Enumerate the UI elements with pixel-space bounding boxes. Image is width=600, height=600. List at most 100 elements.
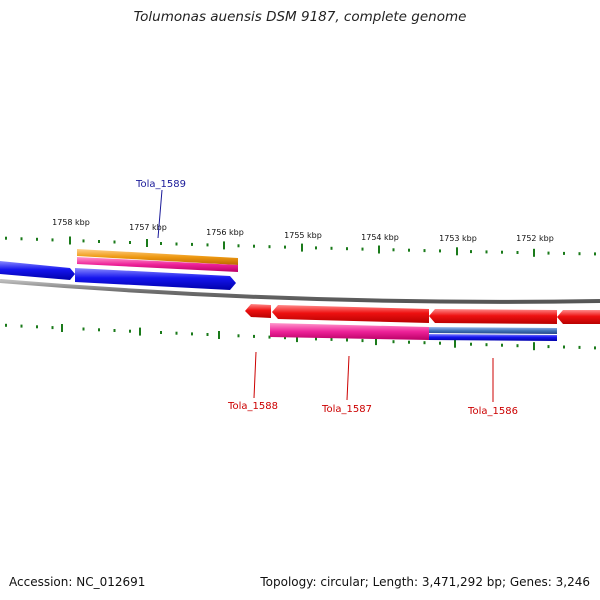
tick-minor — [501, 343, 503, 347]
leader-line — [253, 351, 257, 399]
tick-minor — [160, 242, 162, 245]
forward-strand-features — [0, 249, 238, 290]
tick-minor — [594, 346, 596, 350]
tick-minor — [563, 345, 565, 349]
tick-major — [146, 239, 148, 247]
tick-minor — [392, 248, 395, 252]
lower-tick-track — [5, 323, 596, 351]
tick-major — [533, 248, 535, 257]
tick-minor — [98, 328, 100, 332]
tick-minor — [237, 244, 240, 248]
tick-minor — [439, 341, 441, 345]
tick-minor — [361, 247, 364, 251]
tick-minor — [516, 251, 519, 254]
gene-tola-1589-arrow[interactable] — [75, 268, 236, 290]
tick-minor — [547, 345, 550, 349]
tick-minor — [284, 336, 286, 340]
tick-minor — [330, 337, 333, 341]
tick-minor — [392, 340, 395, 344]
gene-label-lower[interactable]: Tola_1586 — [467, 406, 518, 417]
tick-minor — [268, 245, 271, 249]
gene-tola-1588-arrow[interactable] — [245, 304, 271, 318]
tick-major — [139, 327, 141, 336]
tick-minor — [253, 244, 255, 248]
kbp-label: 1754 kbp — [361, 233, 399, 242]
gene-tola-1586-arrow[interactable] — [429, 309, 557, 324]
gene-tola-1587-mrna-pink[interactable] — [270, 323, 429, 340]
tick-minor — [501, 250, 503, 254]
tick-major — [218, 331, 220, 339]
gene-tola-1586-cds-blue[interactable] — [429, 334, 557, 341]
tick-minor — [206, 243, 209, 247]
gene-labels: Tola_1589 Tola_1588 Tola_1587 Tola_1586 — [135, 179, 518, 417]
gene-label-lower[interactable]: Tola_1588 — [227, 401, 278, 412]
tick-minor — [175, 331, 178, 335]
gene-label-upper[interactable]: Tola_1589 — [135, 179, 186, 190]
tick-minor — [594, 252, 596, 256]
tick-minor — [423, 341, 426, 345]
tick-minor — [346, 338, 348, 342]
gene-label-leaders — [157, 189, 494, 402]
tick-minor — [346, 247, 348, 251]
tick-minor — [268, 335, 271, 339]
gene-arrow-blue-left[interactable] — [0, 261, 75, 280]
tick-minor — [51, 238, 54, 242]
upper-tick-track — [5, 236, 596, 257]
kbp-label: 1752 kbp — [516, 234, 554, 243]
tick-minor — [20, 324, 23, 328]
tick-minor — [175, 242, 178, 246]
tick-major — [296, 334, 298, 343]
kbp-label: 1758 kbp — [52, 218, 90, 227]
tick-minor — [578, 252, 581, 256]
gene-tola-1587-arrow[interactable] — [272, 305, 429, 323]
tick-minor — [129, 241, 131, 244]
tick-minor — [160, 331, 162, 334]
tick-minor — [361, 339, 364, 343]
tick-minor — [98, 240, 100, 243]
tick-major — [454, 339, 456, 348]
tick-minor — [563, 251, 565, 255]
tick-minor — [315, 246, 317, 250]
tick-minor — [485, 343, 488, 347]
tick-minor — [51, 326, 54, 330]
leader-line — [346, 355, 350, 401]
tick-major — [375, 337, 377, 346]
tick-minor — [113, 240, 116, 244]
tick-minor — [423, 249, 426, 253]
tick-major — [69, 236, 71, 245]
tick-minor — [516, 344, 519, 348]
kbp-label: 1756 kbp — [206, 228, 244, 237]
tick-minor — [5, 236, 7, 240]
gene-label-lower[interactable]: Tola_1587 — [321, 404, 372, 415]
tick-minor — [191, 242, 193, 246]
gene-arrow-red-right[interactable] — [557, 310, 600, 324]
page-title: Tolumonas auensis DSM 9187, complete gen… — [133, 9, 467, 25]
kbp-label: 1753 kbp — [439, 234, 477, 243]
kbp-label: 1755 kbp — [284, 231, 322, 240]
tick-major — [533, 342, 535, 351]
genome-info-text: Topology: circular; Length: 3,471,292 bp… — [260, 575, 590, 589]
tick-minor — [5, 323, 7, 327]
tick-minor — [20, 237, 23, 241]
tick-major — [223, 241, 225, 250]
tick-minor — [129, 329, 131, 333]
tick-minor — [485, 250, 488, 254]
tick-minor — [82, 327, 85, 331]
tick-major — [301, 243, 303, 252]
tick-minor — [408, 248, 410, 252]
tick-minor — [284, 245, 286, 249]
tick-minor — [253, 334, 255, 338]
tick-minor — [36, 237, 38, 241]
genome-backbone — [0, 279, 600, 304]
tick-minor — [439, 249, 441, 253]
gene-tola-1586-mrna-steel[interactable] — [429, 327, 557, 334]
gene-tola-1589-mrna-pink[interactable] — [77, 257, 238, 272]
gene-tola-1589-cds-orange[interactable] — [77, 249, 238, 265]
tick-major — [378, 245, 380, 254]
tick-minor — [237, 334, 240, 338]
tick-major — [456, 247, 458, 256]
tick-minor — [578, 345, 581, 349]
kbp-label: 1757 kbp — [129, 223, 167, 232]
